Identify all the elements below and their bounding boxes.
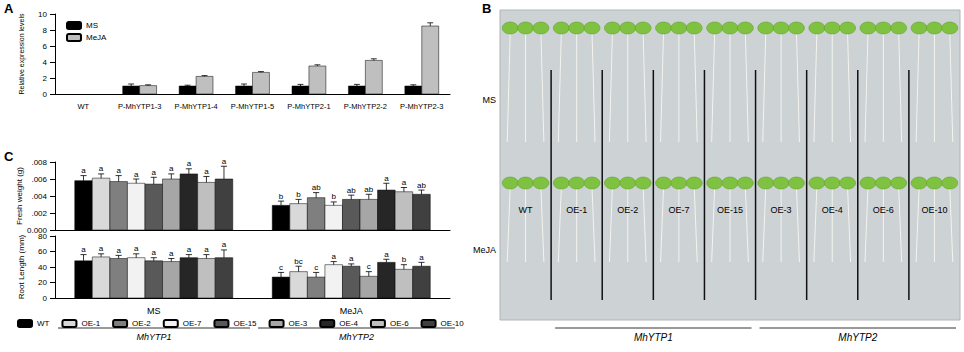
svg-text:OE-1: OE-1 xyxy=(566,205,587,215)
svg-text:8: 8 xyxy=(43,26,48,35)
svg-text:a: a xyxy=(384,174,389,183)
svg-text:OE-7: OE-7 xyxy=(183,319,202,328)
svg-text:OE-15: OE-15 xyxy=(717,205,743,215)
svg-text:a: a xyxy=(152,248,157,257)
svg-text:MhYTP1: MhYTP1 xyxy=(136,332,171,342)
svg-text:a: a xyxy=(187,245,192,254)
svg-text:a: a xyxy=(99,244,104,253)
svg-text:P-MhYTP2-2: P-MhYTP2-2 xyxy=(344,102,387,111)
svg-text:B: B xyxy=(482,1,491,16)
svg-text:a: a xyxy=(204,245,209,254)
svg-text:b: b xyxy=(296,190,301,199)
svg-text:MhYTP2: MhYTP2 xyxy=(838,332,877,343)
svg-text:MS: MS xyxy=(147,306,161,316)
svg-text:MhYTP2: MhYTP2 xyxy=(339,332,374,342)
svg-text:OE-10: OE-10 xyxy=(921,205,947,215)
svg-text:60: 60 xyxy=(38,247,47,256)
svg-text:b: b xyxy=(331,192,336,201)
svg-text:a: a xyxy=(134,170,139,179)
svg-text:P-MhYTP1-3: P-MhYTP1-3 xyxy=(118,102,161,111)
svg-text:OE-6: OE-6 xyxy=(390,319,409,328)
svg-text:.004: .004 xyxy=(31,192,47,201)
svg-text:a: a xyxy=(222,240,227,249)
svg-text:MS: MS xyxy=(483,95,497,105)
svg-text:OE-15: OE-15 xyxy=(233,319,257,328)
svg-text:a: a xyxy=(222,157,227,166)
svg-text:MS: MS xyxy=(86,21,98,30)
svg-text:a: a xyxy=(419,253,424,262)
svg-text:.006: .006 xyxy=(31,175,47,184)
svg-text:a: a xyxy=(116,246,121,255)
svg-text:20: 20 xyxy=(38,278,47,287)
svg-text:80: 80 xyxy=(38,232,47,241)
svg-text:2: 2 xyxy=(43,74,48,83)
svg-text:WT: WT xyxy=(37,319,50,328)
svg-text:OE-6: OE-6 xyxy=(873,205,894,215)
svg-text:0: 0 xyxy=(43,90,48,99)
svg-text:c: c xyxy=(314,263,318,272)
svg-text:P-MhYTP1-5: P-MhYTP1-5 xyxy=(231,102,274,111)
svg-text:a: a xyxy=(169,249,174,258)
svg-text:6: 6 xyxy=(43,42,48,51)
svg-text:ab: ab xyxy=(417,181,426,190)
svg-text:a: a xyxy=(116,166,121,175)
svg-text:C: C xyxy=(4,149,14,164)
svg-text:a: a xyxy=(349,254,354,263)
svg-text:MhYTP1: MhYTP1 xyxy=(634,332,673,343)
svg-text:a: a xyxy=(331,252,336,261)
svg-text:a: a xyxy=(402,178,407,187)
svg-text:a: a xyxy=(134,244,139,253)
svg-text:OE-2: OE-2 xyxy=(617,205,638,215)
svg-text:OE-10: OE-10 xyxy=(441,319,465,328)
svg-text:OE-3: OE-3 xyxy=(289,319,308,328)
svg-text:OE-1: OE-1 xyxy=(81,319,100,328)
svg-text:P-MhYTP1-4: P-MhYTP1-4 xyxy=(174,102,217,111)
svg-text:Root Length (mm): Root Length (mm) xyxy=(17,234,26,299)
svg-text:b: b xyxy=(402,255,407,264)
svg-text:.002: .002 xyxy=(31,209,47,218)
svg-text:.008: .008 xyxy=(31,158,47,167)
svg-text:MeJA: MeJA xyxy=(86,33,107,42)
svg-text:10: 10 xyxy=(38,10,47,19)
svg-text:a: a xyxy=(152,168,157,177)
svg-text:40: 40 xyxy=(38,263,47,272)
svg-text:MeJA: MeJA xyxy=(473,245,496,255)
svg-text:a: a xyxy=(81,166,86,175)
svg-text:OE-7: OE-7 xyxy=(668,205,689,215)
svg-text:OE-3: OE-3 xyxy=(771,205,792,215)
svg-text:WT: WT xyxy=(77,102,89,111)
svg-text:b: b xyxy=(279,192,284,201)
svg-text:0: 0 xyxy=(43,294,48,303)
svg-text:ab: ab xyxy=(347,186,356,195)
svg-text:A: A xyxy=(4,1,14,16)
svg-text:ab: ab xyxy=(312,183,321,192)
svg-text:a: a xyxy=(81,245,86,254)
svg-text:WT: WT xyxy=(519,205,533,215)
svg-text:4: 4 xyxy=(43,58,48,67)
svg-text:OE-4: OE-4 xyxy=(339,319,358,328)
svg-text:OE-2: OE-2 xyxy=(132,319,151,328)
svg-text:Fresh weight (g): Fresh weight (g) xyxy=(15,167,24,225)
svg-text:a: a xyxy=(187,159,192,168)
svg-text:bc: bc xyxy=(294,257,302,266)
svg-text:a: a xyxy=(384,250,389,259)
svg-text:c: c xyxy=(367,262,371,271)
svg-text:Relative expression levels: Relative expression levels xyxy=(18,13,26,94)
svg-text:P-MhYTP2-1: P-MhYTP2-1 xyxy=(287,102,330,111)
svg-text:ab: ab xyxy=(364,185,373,194)
svg-text:P-MhYTP2-3: P-MhYTP2-3 xyxy=(400,102,443,111)
svg-text:0.000: 0.000 xyxy=(27,225,47,235)
svg-text:a: a xyxy=(169,164,174,173)
svg-text:a: a xyxy=(99,164,104,173)
svg-text:c: c xyxy=(279,263,283,272)
svg-text:MeJA: MeJA xyxy=(340,306,363,316)
svg-text:OE-4: OE-4 xyxy=(822,205,843,215)
svg-text:a: a xyxy=(204,167,209,176)
